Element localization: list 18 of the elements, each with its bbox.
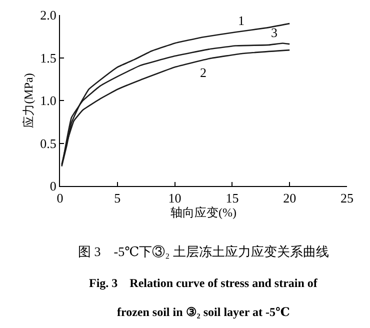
x-axis-title: 轴向应变(%) xyxy=(170,206,236,220)
y-tick-label: 1.0 xyxy=(40,93,56,108)
y-axis-title: 应力(MPa) xyxy=(21,73,36,128)
x-tick-label: 15 xyxy=(226,190,239,206)
caption: Fig. 3 Relation curve of stress and strain of xyxy=(89,276,318,290)
caption: 图 3 -5℃下③₂ 土层冻土应力应变关系曲线 xyxy=(78,244,329,259)
text: frozen soil in ③₂ soil layer at -5℃ xyxy=(117,305,290,319)
y-tick-label: 0.5 xyxy=(40,136,56,151)
series-label: 3 xyxy=(271,25,278,40)
series-label: 1 xyxy=(238,13,244,28)
x-tick-label: 25 xyxy=(340,190,354,206)
y-tick-label: 1.5 xyxy=(40,50,56,66)
x-tick-label: 10 xyxy=(168,190,182,206)
y-tick-label: 2.0 xyxy=(40,8,56,23)
x-tick-label: 20 xyxy=(283,190,296,206)
series-label: 2 xyxy=(200,65,206,80)
x-tick-label: 5 xyxy=(114,190,121,206)
y-tick-label: 0 xyxy=(50,178,56,194)
